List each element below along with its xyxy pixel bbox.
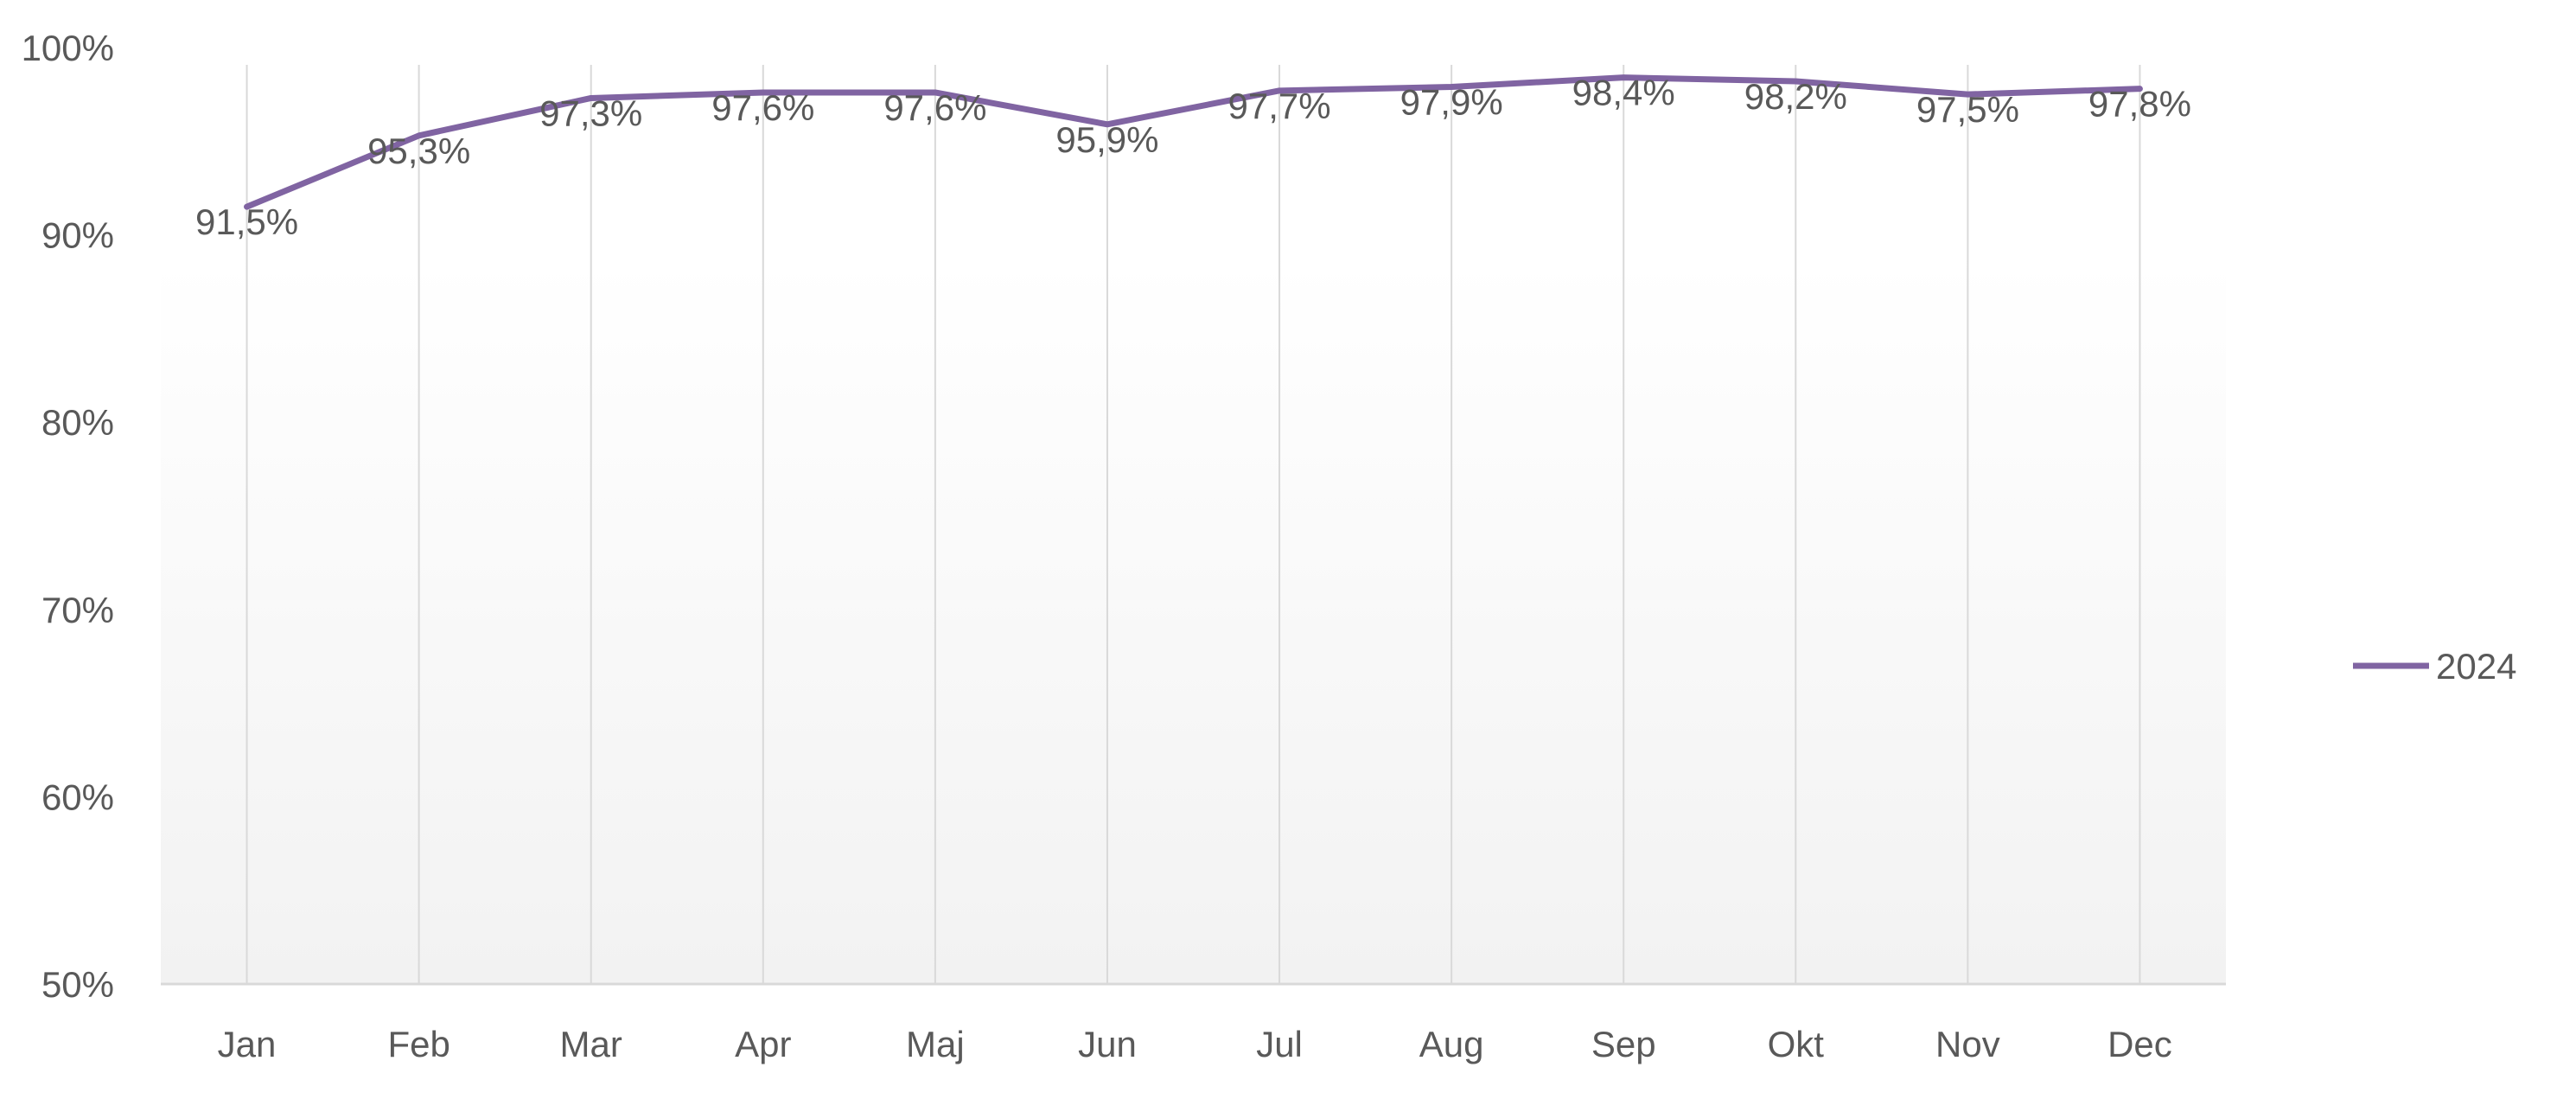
y-tick-label: 60% bbox=[41, 776, 114, 817]
data-label: 97,8% bbox=[2088, 84, 2191, 125]
data-label: 95,3% bbox=[367, 131, 470, 171]
x-tick-label: Nov bbox=[1935, 1024, 2000, 1064]
x-tick-label: Apr bbox=[735, 1024, 791, 1064]
data-label: 98,2% bbox=[1744, 76, 1847, 117]
y-tick-label: 80% bbox=[41, 402, 114, 443]
x-tick-label: Okt bbox=[1768, 1024, 1825, 1064]
data-label: 91,5% bbox=[195, 201, 298, 242]
x-tick-label: Maj bbox=[906, 1024, 965, 1064]
series bbox=[246, 78, 2139, 208]
data-label: 97,5% bbox=[1916, 89, 2019, 130]
y-tick-label: 70% bbox=[41, 590, 114, 630]
data-labels: 91,5% 95,3% 97,3% 97,6% 97,6% 95,9% 97,7% 97,9%… bbox=[195, 73, 2191, 242]
x-tick-label: Jan bbox=[218, 1024, 277, 1064]
x-tick-label: Jul bbox=[1256, 1024, 1303, 1064]
data-label: 97,9% bbox=[1400, 81, 1503, 122]
x-tick-label: Dec bbox=[2107, 1024, 2172, 1064]
plot-area bbox=[161, 259, 2226, 984]
y-tick-label: 90% bbox=[41, 215, 114, 256]
x-tick-label: Jun bbox=[1078, 1024, 1137, 1064]
x-tick-label: Aug bbox=[1419, 1024, 1484, 1064]
legend-label: 2024 bbox=[2436, 646, 2516, 687]
data-label: 97,6% bbox=[711, 87, 814, 128]
legend: 2024 bbox=[2353, 646, 2516, 687]
data-label: 98,4% bbox=[1572, 73, 1675, 113]
series-line-2024 bbox=[247, 78, 2140, 207]
x-tick-label: Sep bbox=[1591, 1024, 1656, 1064]
x-tick-label: Mar bbox=[560, 1024, 622, 1064]
x-axis-ticks: Jan Feb Mar Apr Maj Jun Jul Aug Sep Okt Nov Dec bbox=[218, 1024, 2172, 1064]
y-axis-ticks: 50% 60% 70% 80% 90% 100% bbox=[22, 28, 114, 1005]
data-label: 97,7% bbox=[1227, 86, 1330, 126]
y-tick-label: 50% bbox=[41, 964, 114, 1005]
data-label: 97,3% bbox=[539, 93, 642, 133]
data-label: 97,6% bbox=[883, 87, 986, 128]
y-tick-label: 100% bbox=[22, 28, 114, 68]
data-label: 95,9% bbox=[1055, 119, 1158, 160]
x-tick-label: Feb bbox=[387, 1024, 450, 1064]
